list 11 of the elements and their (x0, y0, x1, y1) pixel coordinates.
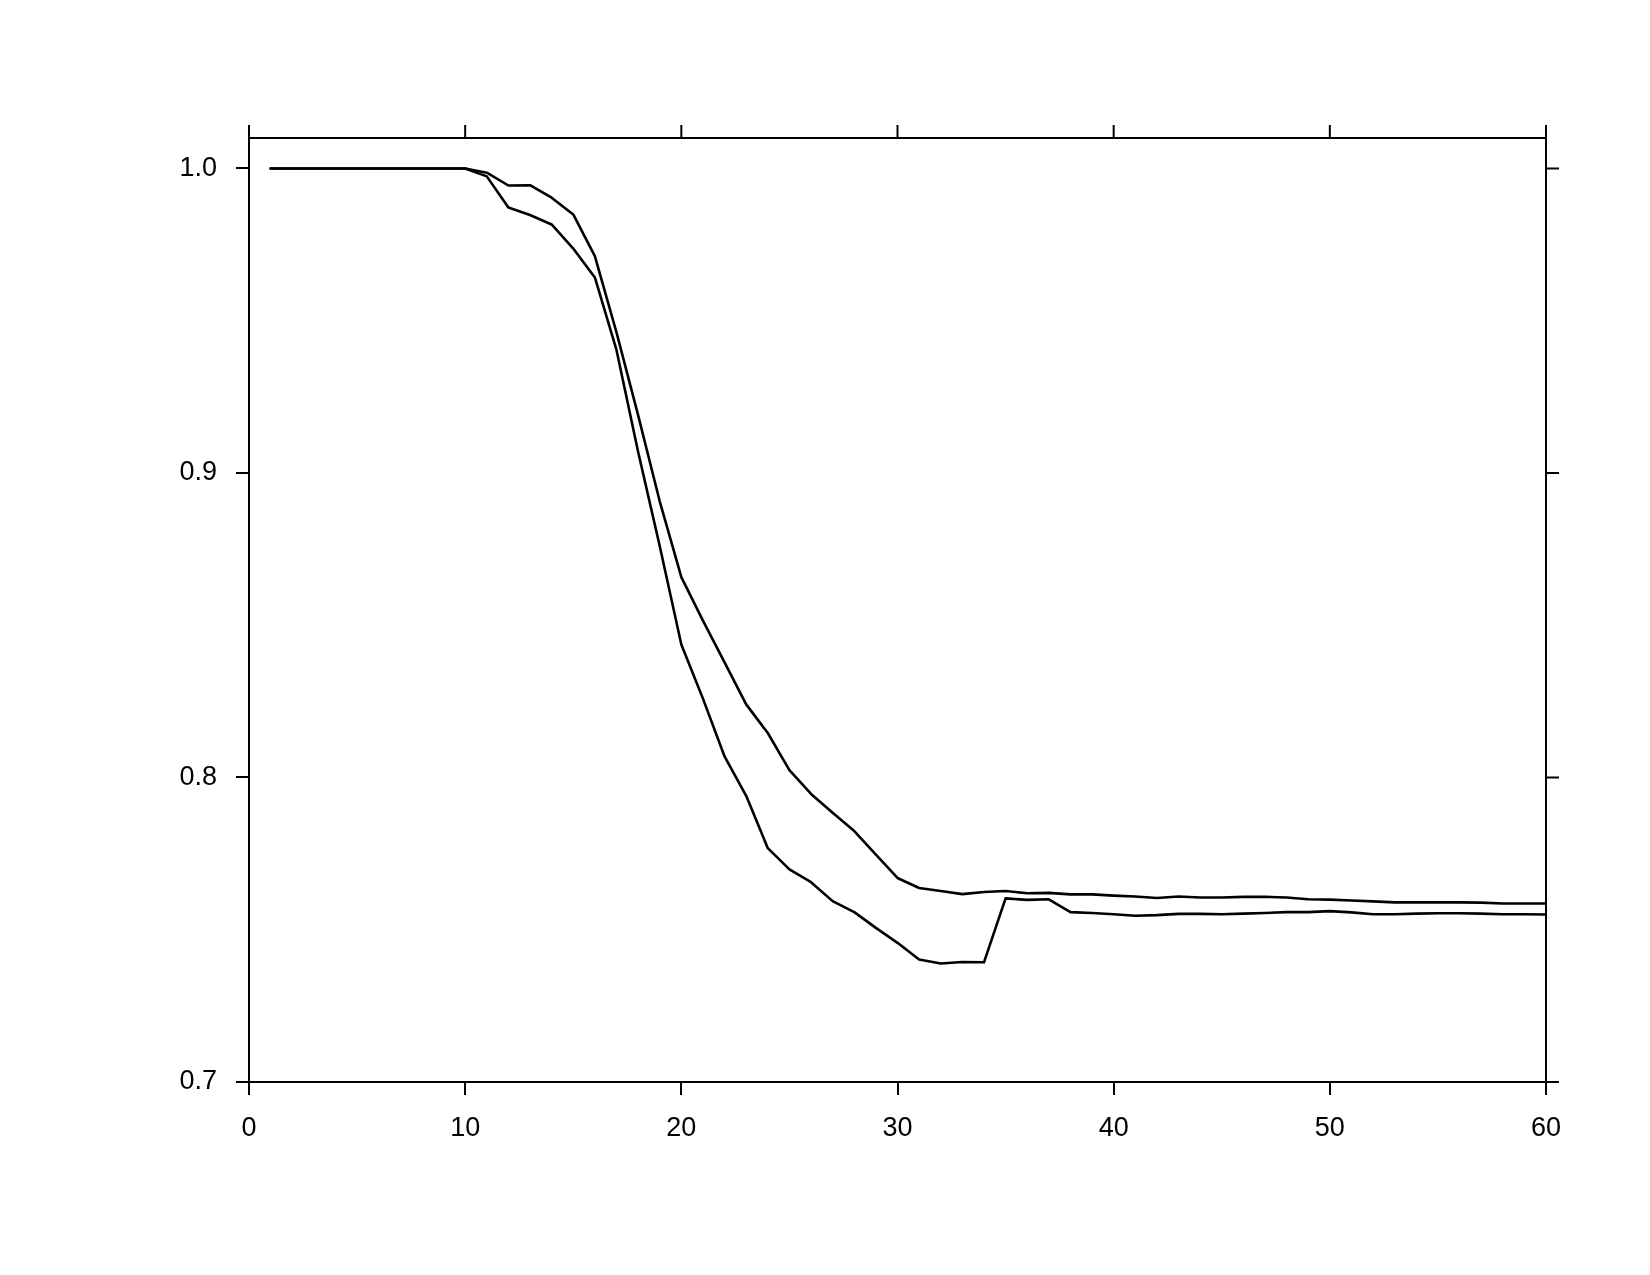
x-tick-label: 30 (882, 1111, 913, 1142)
x-tick-label: 50 (1314, 1111, 1345, 1142)
x-tick-label: 40 (1098, 1111, 1129, 1142)
y-tick-label: 0.7 (179, 1065, 217, 1096)
x-tick-label: 60 (1530, 1111, 1562, 1142)
y-tick-label: 1.0 (179, 151, 217, 182)
x-tick-label: 10 (450, 1111, 481, 1142)
x-tick-label: 0 (241, 1111, 257, 1142)
y-tick-label: 0.8 (179, 760, 217, 791)
x-tick-label: 20 (666, 1111, 697, 1142)
y-tick-label: 0.9 (179, 456, 217, 487)
